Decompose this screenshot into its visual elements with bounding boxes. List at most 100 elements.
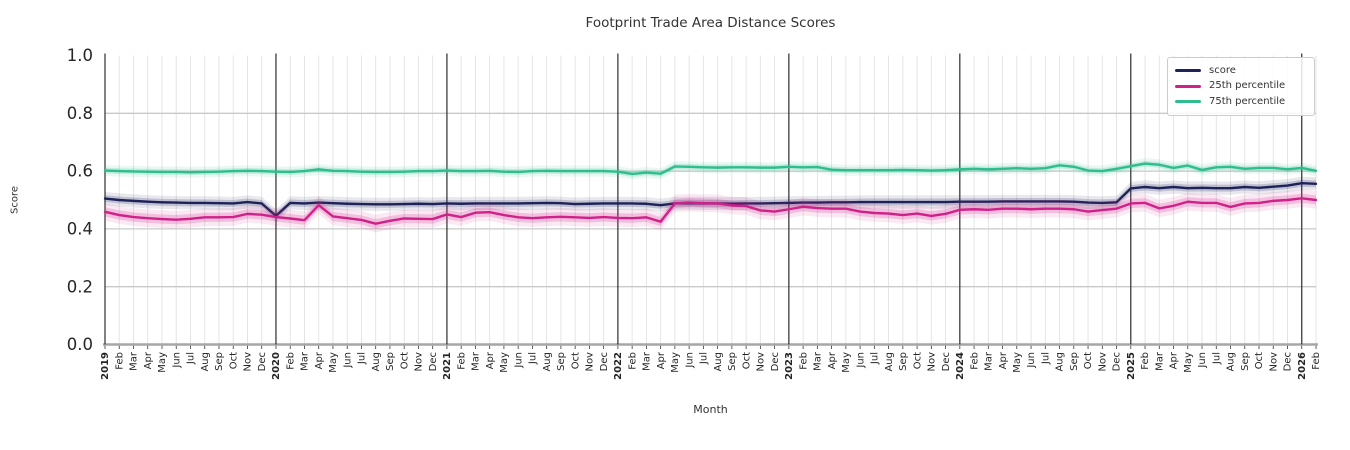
x-tick-label: Oct [228,352,239,369]
25th-percentile-line [103,197,1318,225]
x-tick-label: Jul [186,352,197,365]
x-tick-label: Apr [827,351,838,369]
x-tick-label: Nov [585,352,596,372]
x-tick-label: Oct [741,352,752,369]
x-tick-label: Nov [1097,352,1108,372]
legend-label: 75th percentile [1209,95,1286,107]
x-tick-label: May [499,352,510,373]
series-25th-percentile [103,189,1318,233]
x-tick-label: May [1183,352,1194,373]
x-tick-label: Dec [1283,352,1294,371]
y-tick-label: 0.2 [67,277,93,296]
75th-percentile-line [103,162,1318,176]
x-tick-label: Feb [1140,352,1151,370]
x-tick-label: Feb [627,352,638,370]
legend-item-75th-percentile: 75th percentile [1175,94,1307,110]
x-axis-label: Month [693,403,728,416]
x-ticks [104,345,1317,349]
x-tick-label: Jul [699,352,710,365]
x-tick-label: Oct [399,352,410,369]
x-tick-label: Sep [898,352,909,371]
x-tick-label: May [1012,352,1023,373]
75th-percentile-confidence-band [105,158,1316,180]
x-tick-label: Dec [599,352,610,371]
score-confidence-band [105,176,1316,223]
x-tick-label: Nov [1268,352,1279,372]
x-tick-label: Mar [471,351,482,371]
x-tick-label: Aug [884,352,895,372]
x-tick-label: 2023 [784,352,795,380]
x-tick-label: Mar [813,351,824,371]
y-tick-label: 0.8 [67,104,93,123]
x-tick-label: Oct [1083,352,1094,369]
x-tick-label: Jun [342,352,353,369]
x-tick-label: May [157,352,168,373]
score-confidence-band [105,179,1316,220]
x-tick-label: Aug [371,352,382,372]
x-tick-label: Jun [513,352,524,369]
x-tick-label: Feb [1311,352,1322,370]
y-axis-label: Score [9,185,21,215]
legend-label: score [1209,64,1236,76]
x-tick-label: Mar [1154,351,1165,371]
x-tick-label: 2024 [955,352,966,380]
x-tick-label: Sep [1069,352,1080,371]
x-tick-label: Mar [984,351,995,371]
x-tick-label: Jun [1026,352,1037,369]
x-tick-label: Feb [114,352,125,370]
x-tick-label: Jul [1211,352,1222,365]
75th-percentile-confidence-band [105,160,1316,177]
x-tick-label: Nov [414,352,425,372]
x-tick-label: May [841,352,852,373]
x-tick-label: Dec [1112,352,1123,371]
x-tick-label: Apr [656,351,667,369]
x-tick-label: Apr [998,351,1009,369]
legend-item-score: score [1175,63,1307,79]
x-tick-label: Mar [300,351,311,371]
x-tick-label: Jul [1041,352,1052,365]
legend: score 25th percentile 75th percentile [1167,57,1315,116]
score-line-swatch [1175,69,1201,73]
x-tick-labels: 2019 Feb Mar Apr May Jun Jul Aug Sep Oct Nov Dec 202… [100,351,1322,380]
x-tick-label: Apr [1169,351,1180,369]
x-tick-label: Feb [798,352,809,370]
x-tick-label: Feb [285,352,296,370]
x-tick-label: Oct [1254,352,1265,369]
x-tick-label: Aug [200,352,211,372]
x-tick-label: Oct [912,352,923,369]
x-tick-label: Aug [542,352,553,372]
x-tick-label: Dec [257,352,268,371]
y-tick-label: 0.6 [67,162,93,181]
x-tick-label: Feb [969,352,980,370]
x-tick-label: Sep [556,352,567,371]
legend-item-25th-percentile: 25th percentile [1175,79,1307,95]
x-tick-label: Jun [684,352,695,369]
x-tick-label: Sep [1240,352,1251,371]
x-tick-label: Aug [1226,352,1237,372]
x-tick-label: May [670,352,681,373]
x-tick-label: 2022 [613,352,624,380]
x-tick-label: Mar [129,351,140,371]
x-tick-label: Jun [171,352,182,369]
y-tick-label: 0.4 [67,220,93,239]
y-tick-label: 1.0 [67,46,93,65]
x-tick-label: Nov [927,352,938,372]
x-tick-label: Jul [870,352,881,365]
x-tick-label: Jun [1197,352,1208,369]
x-tick-label: Sep [214,352,225,371]
x-tick-label: 2019 [100,352,111,380]
x-tick-label: Nov [756,352,767,372]
x-tick-label: 2021 [442,352,453,380]
x-tick-label: 2026 [1297,352,1308,380]
x-tick-label: Sep [385,352,396,371]
y-tick-labels: 0.0 0.2 0.4 0.6 0.8 1.0 [67,46,93,354]
x-tick-label: Apr [143,351,154,369]
x-tick-label: Mar [642,351,653,371]
25th-percentile-confidence-band [105,189,1316,233]
25th-percentile-line-swatch [1175,84,1201,88]
x-tick-label: Oct [570,352,581,369]
x-tick-label: Aug [713,352,724,372]
x-tick-label: Apr [314,351,325,369]
